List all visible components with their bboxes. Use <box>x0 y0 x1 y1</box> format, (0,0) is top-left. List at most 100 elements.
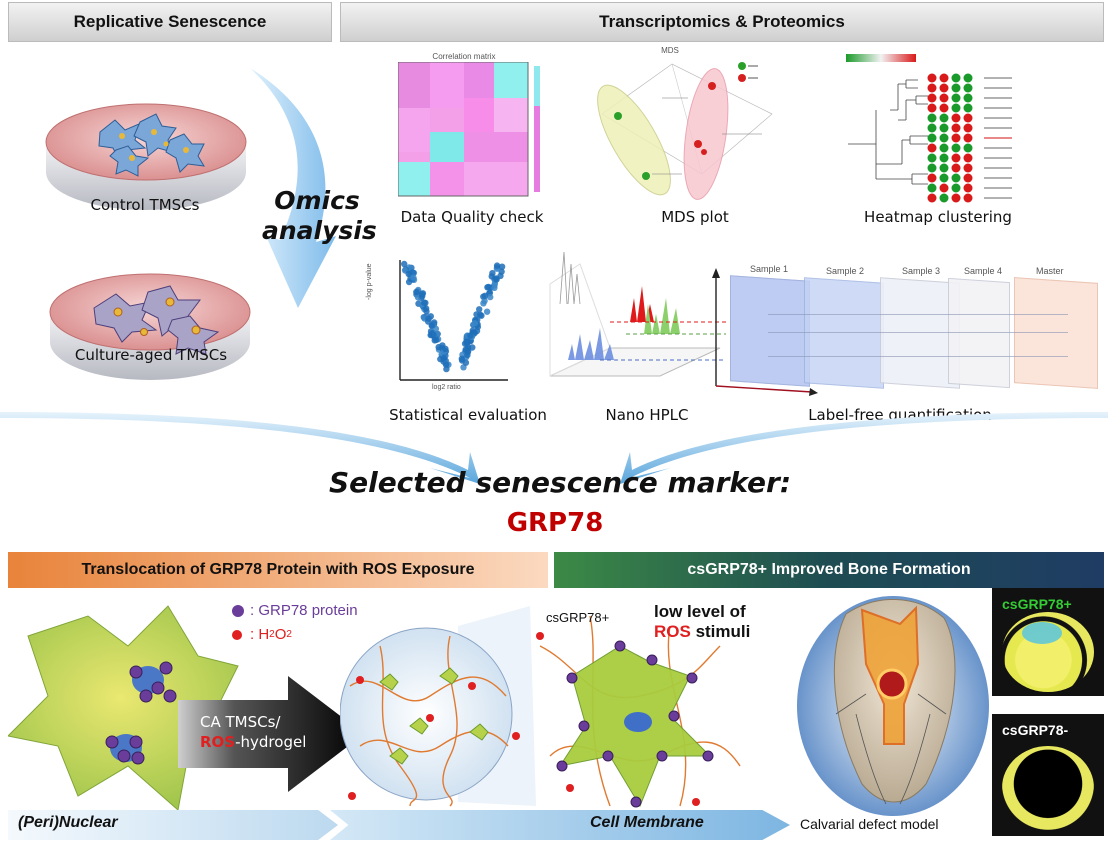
heatmap-cell <box>939 103 949 113</box>
control-dish-illustration <box>45 103 247 210</box>
analysis-word: analysis <box>262 216 377 245</box>
mds-inner-title: MDS <box>661 46 679 55</box>
csgrp78-negative-label: csGRP78- <box>1002 722 1069 738</box>
volcano-point <box>493 276 500 283</box>
arrow-hydrogel: -hydrogel <box>235 733 307 751</box>
heatmap-cell <box>951 183 961 193</box>
heatmap-cell <box>939 193 949 203</box>
heatmap-cell <box>951 103 961 113</box>
volcano-point <box>462 359 470 366</box>
lfq-sample-label-3: Sample 3 <box>902 266 941 276</box>
volcano-point <box>491 284 498 291</box>
volcano-point <box>425 318 432 325</box>
volcano-point <box>471 320 479 327</box>
volcano-point <box>437 355 444 363</box>
heatmap-cell <box>927 133 937 143</box>
heatmap-cell <box>939 183 949 193</box>
low-level-line2: ROS stimuli <box>654 622 750 642</box>
volcano-point <box>477 311 484 318</box>
arrow-text-line1: CA TMSCs/ <box>200 713 281 731</box>
hydrogel-network <box>340 606 741 808</box>
heatmap-cell <box>963 193 973 203</box>
heatmap-cell <box>951 153 961 163</box>
heatmap-cell <box>939 153 949 163</box>
legend-h2o2-h: : H <box>250 626 270 643</box>
volcano-point <box>481 297 488 305</box>
volcano-point <box>487 293 494 301</box>
heatmap-cell <box>963 173 973 183</box>
heatmap-cell <box>963 133 973 143</box>
lfq-sample-4 <box>948 277 1010 389</box>
heatmap-cell <box>939 83 949 93</box>
volcano-point <box>462 346 469 353</box>
volcano-point <box>493 262 501 269</box>
black-arrow <box>178 676 364 792</box>
cell-membrane-label: Cell Membrane <box>590 814 704 831</box>
volcano-point <box>485 283 492 291</box>
cell-membrane-bar <box>330 810 790 840</box>
heatmap-cell <box>951 113 961 123</box>
heatmap-cell <box>927 153 937 163</box>
micro-ct-negative-image <box>1002 746 1094 830</box>
header-transcriptomics-proteomics: Transcriptomics & Proteomics <box>340 2 1104 42</box>
volcano-point <box>405 278 413 286</box>
heatmap-cell <box>951 93 961 103</box>
heatmap-cell <box>951 173 961 183</box>
heatmap-cell <box>939 143 949 153</box>
heatmap-cell <box>951 133 961 143</box>
lfq-sample-label-2: Sample 2 <box>826 266 865 276</box>
micro-ct-positive-panel: csGRP78+ <box>992 588 1104 696</box>
heatmap-cell <box>939 163 949 173</box>
volcano-point <box>476 306 483 313</box>
heatmap-cell <box>927 113 937 123</box>
calvarial-skull <box>797 596 989 816</box>
heatmap-cell <box>927 143 937 153</box>
correlation-matrix-title: Correlation matrix <box>432 52 496 61</box>
heatmap-cell <box>963 73 973 83</box>
data-quality-label: Data Quality check <box>400 208 544 226</box>
volcano-point <box>458 355 465 362</box>
statistical-evaluation-label: Statistical evaluation <box>389 406 547 424</box>
heatmap-cell <box>939 93 949 103</box>
heatmap-cell <box>963 143 973 153</box>
legend-h2o2-o: O <box>274 626 287 643</box>
red-dot-icon <box>232 629 242 640</box>
heatmap-cell <box>951 143 961 153</box>
lfq-sample-label-1: Sample 1 <box>750 264 789 274</box>
volcano-point <box>405 270 412 278</box>
csgrp78-plus-label: csGRP78+ <box>546 610 610 625</box>
low-level-ros-label: low level of ROS stimuli <box>654 602 750 642</box>
heatmap-cell <box>951 123 961 133</box>
heatmap-cell <box>963 153 973 163</box>
arrow-text-line2: ROS-hydrogel <box>200 732 306 752</box>
lfq-sample-1 <box>730 275 810 387</box>
correlation-matrix <box>398 62 540 197</box>
volcano-point <box>443 365 450 373</box>
aged-tmscs-label: Culture-aged TMSCs <box>74 346 228 364</box>
heatmap-cell <box>951 83 961 93</box>
heatmap-cell <box>927 103 937 113</box>
heatmap-cell <box>963 83 973 93</box>
volcano-point <box>442 345 449 352</box>
heatmap-cell <box>927 193 937 203</box>
volcano-ylabel: -log p-value <box>366 263 373 300</box>
heatmap-cell <box>927 173 937 183</box>
heatmap-cell <box>963 103 973 113</box>
translocation-bar: Translocation of GRP78 Protein with ROS … <box>8 552 548 588</box>
nano-hplc-chromatogram <box>549 251 726 377</box>
micro-ct-negative-panel: csGRP78- <box>992 714 1104 836</box>
calvarial-defect-label: Calvarial defect model <box>800 816 939 832</box>
selected-senescence-marker-title: Selected senescence marker: <box>328 466 792 499</box>
heatmap-cell <box>927 163 937 173</box>
legend-h2o2-sub1: 2 <box>269 629 275 640</box>
volcano-point <box>430 331 437 338</box>
volcano-point <box>413 288 420 296</box>
volcano-point <box>410 274 417 281</box>
omics-word: Omics <box>274 186 360 215</box>
volcano-xlabel: log2 ratio <box>432 384 461 391</box>
lfq-master <box>1014 277 1098 389</box>
bone-formation-bar: csGRP78+ Improved Bone Formation <box>554 552 1104 588</box>
legend-h2o2-sub2: 2 <box>286 629 292 640</box>
lfq-line-2 <box>768 332 1068 333</box>
